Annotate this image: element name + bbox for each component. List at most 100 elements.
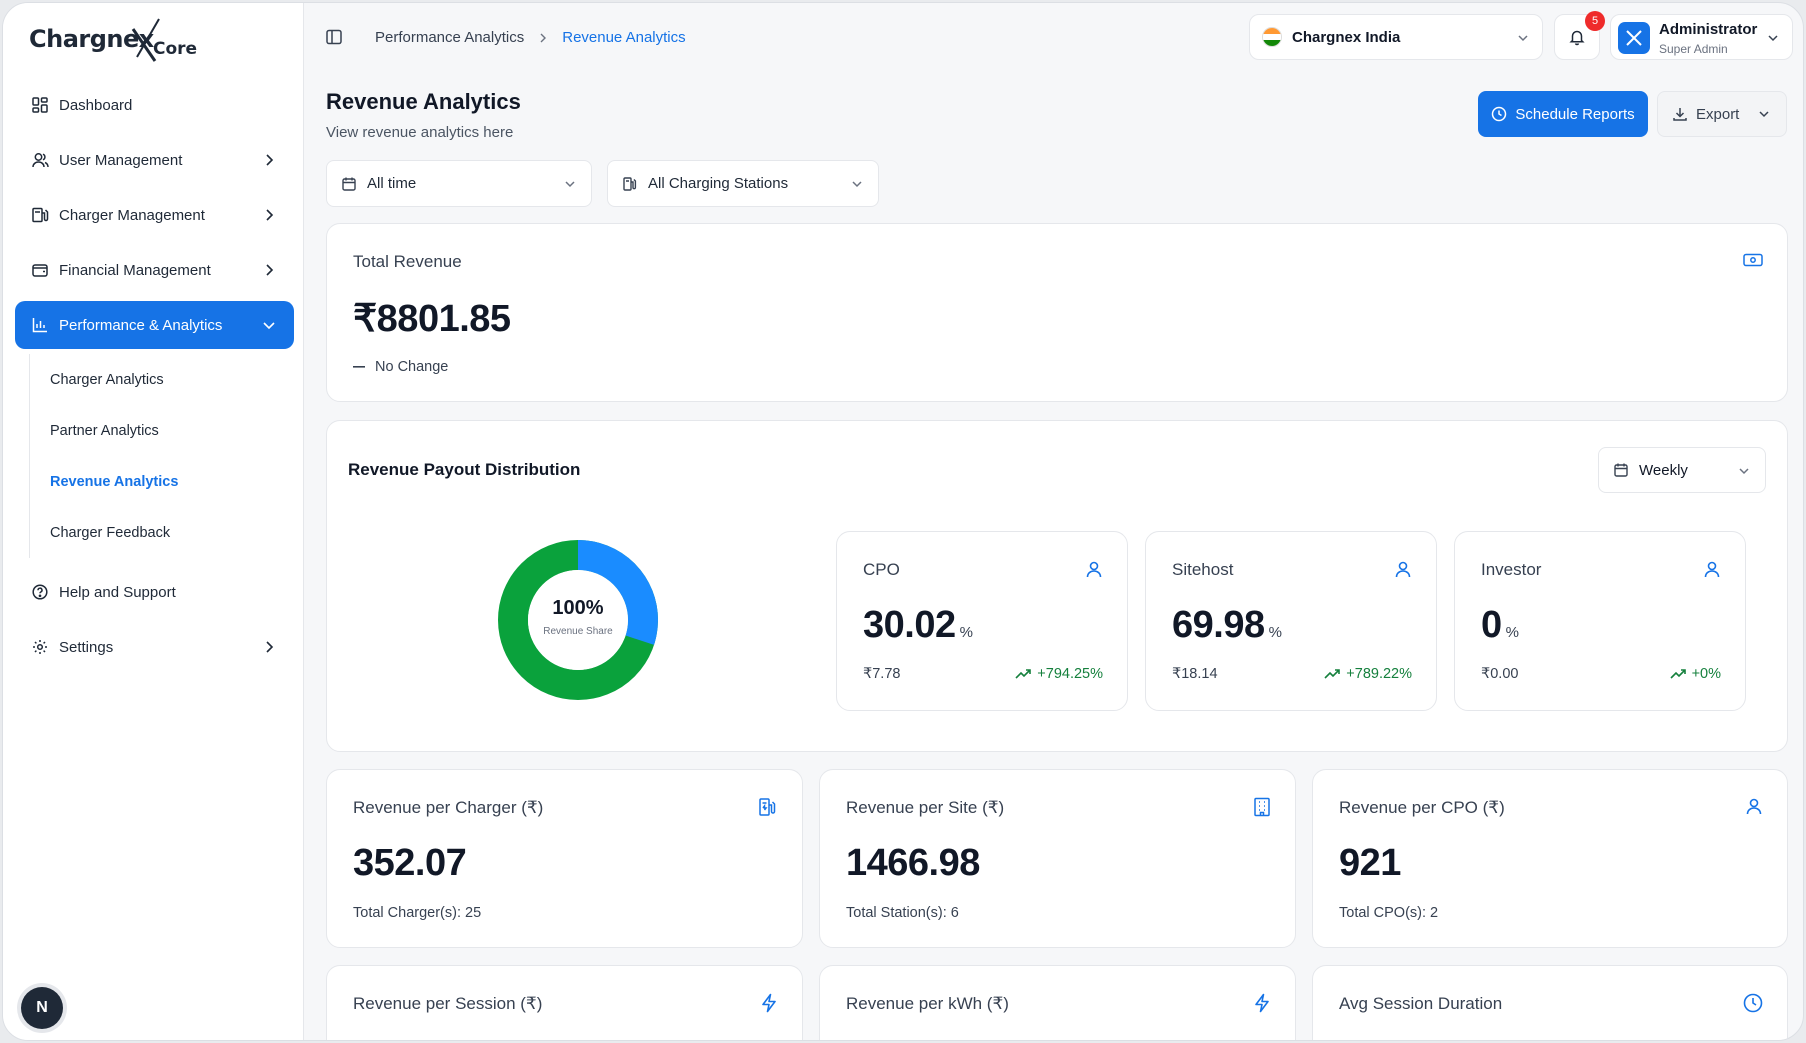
- charger-icon: [31, 206, 49, 224]
- user-name: Administrator: [1659, 21, 1758, 38]
- bell-icon: [1569, 30, 1585, 46]
- share-trend-value: +794.25%: [1037, 666, 1103, 682]
- share-card-cpo: CPO 30.02 % ₹7.78 +794.25%: [836, 531, 1128, 711]
- sidebar-item-settings[interactable]: Settings: [15, 623, 294, 671]
- share-card-investor: Investor 0 % ₹0.00 +0%: [1454, 531, 1746, 711]
- total-revenue-label: Total Revenue: [353, 252, 462, 271]
- analytics-subnav: Charger Analytics Partner Analytics Reve…: [29, 354, 294, 558]
- sidebar-item-help-support[interactable]: Help and Support: [15, 568, 294, 616]
- breadcrumb-item[interactable]: Performance Analytics: [375, 29, 525, 46]
- organization-select[interactable]: Chargnex India: [1249, 14, 1543, 60]
- metric-label: Avg Session Duration: [1339, 994, 1503, 1013]
- time-range-filter[interactable]: All time: [326, 160, 592, 207]
- donut-center-label: Revenue Share: [543, 626, 613, 637]
- sidebar-item-label: Performance & Analytics: [59, 316, 223, 334]
- schedule-reports-button[interactable]: Schedule Reports: [1478, 91, 1648, 137]
- gear-icon: [31, 638, 49, 656]
- chevron-right-icon: [540, 33, 547, 42]
- time-range-value: All time: [367, 175, 417, 192]
- chevron-down-icon: [1739, 468, 1749, 475]
- help-icon: [31, 583, 49, 601]
- metric-card-revenue-per-charger: Revenue per Charger (₹) 352.07 Total Cha…: [326, 769, 803, 948]
- subnav-item-partner-analytics[interactable]: Partner Analytics: [50, 422, 159, 439]
- chevron-right-icon: [266, 641, 274, 653]
- notifications-button[interactable]: 5: [1554, 11, 1605, 60]
- assistant-fab[interactable]: N: [21, 987, 63, 1029]
- stations-filter[interactable]: All Charging Stations: [607, 160, 879, 207]
- bolt-icon: [1255, 993, 1269, 1013]
- chevron-right-icon: [266, 154, 274, 166]
- user-icon: [1746, 798, 1762, 815]
- subnav-item-charger-analytics[interactable]: Charger Analytics: [50, 371, 164, 388]
- metric-card-revenue-per-site: Revenue per Site (₹) 1466.98 Total Stati…: [819, 769, 1296, 948]
- share-amount: ₹18.14: [1172, 666, 1218, 682]
- trending-up-icon: [1324, 669, 1341, 679]
- page-title: Revenue Analytics: [326, 89, 521, 114]
- share-trend: +0%: [1669, 666, 1721, 682]
- user-icon: [1395, 561, 1411, 578]
- schedule-reports-label: Schedule Reports: [1515, 105, 1635, 123]
- fuel-station-icon: [623, 176, 637, 191]
- breadcrumb-current: Revenue Analytics: [562, 29, 686, 46]
- organization-name: Chargnex India: [1292, 28, 1401, 46]
- subnav-item-charger-feedback[interactable]: Charger Feedback: [50, 524, 171, 541]
- sidebar-item-user-management[interactable]: User Management: [15, 136, 294, 184]
- sidebar-item-label: Financial Management: [59, 261, 211, 279]
- wallet-icon: [31, 261, 49, 279]
- metric-card-revenue-per-cpo: Revenue per CPO (₹) 921 Total CPO(s): 2: [1312, 769, 1788, 948]
- metric-card-revenue-per-session: Revenue per Session (₹): [326, 965, 803, 1040]
- export-button[interactable]: Export: [1657, 91, 1787, 137]
- clock-icon: [1743, 993, 1763, 1013]
- brand-x-icon: [1626, 30, 1642, 46]
- chevron-down-icon: [852, 181, 862, 188]
- bar-chart-icon: [31, 316, 49, 334]
- share-label: CPO: [863, 560, 900, 579]
- metric-value: 352.07: [353, 842, 467, 884]
- metric-label: Revenue per CPO (₹): [1339, 798, 1505, 817]
- share-number: 0: [1481, 604, 1502, 646]
- topbar: Performance Analytics Revenue Analytics …: [305, 3, 1803, 73]
- share-amount: ₹7.78: [863, 666, 901, 682]
- share-value: 30.02 %: [863, 604, 973, 647]
- share-value: 69.98 %: [1172, 604, 1282, 647]
- metric-card-revenue-per-kwh: Revenue per kWh (₹): [819, 965, 1296, 1040]
- chevron-down-icon: [1759, 111, 1769, 118]
- sidebar-item-performance-analytics[interactable]: Performance & Analytics: [15, 301, 294, 349]
- building-icon: [1254, 797, 1270, 817]
- period-select[interactable]: Weekly: [1598, 447, 1766, 493]
- users-icon: [31, 151, 49, 169]
- metric-value: 921: [1339, 842, 1401, 884]
- user-menu-button[interactable]: Administrator Super Admin: [1610, 14, 1793, 60]
- share-label: Sitehost: [1172, 560, 1234, 579]
- share-unit: %: [959, 624, 973, 641]
- sidebar-item-label: Help and Support: [59, 583, 176, 601]
- dash-icon: [353, 366, 365, 368]
- chevron-down-icon: [1768, 35, 1778, 42]
- distribution-title: Revenue Payout Distribution: [348, 460, 581, 479]
- bolt-icon: [762, 993, 776, 1013]
- share-trend: +794.25%: [1015, 666, 1103, 682]
- metric-foot: Total Station(s): 6: [846, 905, 959, 921]
- metric-label: Revenue per Site (₹): [846, 798, 1005, 817]
- share-card-sitehost: Sitehost 69.98 % ₹18.14 +789.22%: [1145, 531, 1437, 711]
- clock-icon: [1492, 106, 1507, 122]
- calendar-icon: [1614, 463, 1628, 477]
- trending-up-icon: [1015, 669, 1032, 679]
- total-revenue-change: No Change: [353, 359, 448, 375]
- subnav-item-revenue-analytics[interactable]: Revenue Analytics: [50, 473, 179, 490]
- revenue-payout-distribution-card: Revenue Payout Distribution Weekly 100% …: [326, 420, 1788, 752]
- export-label: Export: [1696, 105, 1740, 123]
- total-revenue-change-text: No Change: [375, 359, 449, 375]
- sidebar-item-dashboard[interactable]: Dashboard: [15, 81, 294, 129]
- chevron-right-icon: [266, 264, 274, 276]
- sidebar-item-charger-management[interactable]: Charger Management: [15, 191, 294, 239]
- sidebar-item-label: Charger Management: [59, 206, 205, 224]
- sidebar-item-financial-management[interactable]: Financial Management: [15, 246, 294, 294]
- metric-foot: Total CPO(s): 2: [1339, 905, 1439, 921]
- sidebar-toggle-icon[interactable]: [325, 28, 343, 46]
- notification-count-badge: 5: [1585, 11, 1605, 31]
- user-avatar: [1618, 22, 1650, 54]
- chevron-down-icon: [565, 181, 575, 188]
- metric-label: Revenue per kWh (₹): [846, 994, 1009, 1013]
